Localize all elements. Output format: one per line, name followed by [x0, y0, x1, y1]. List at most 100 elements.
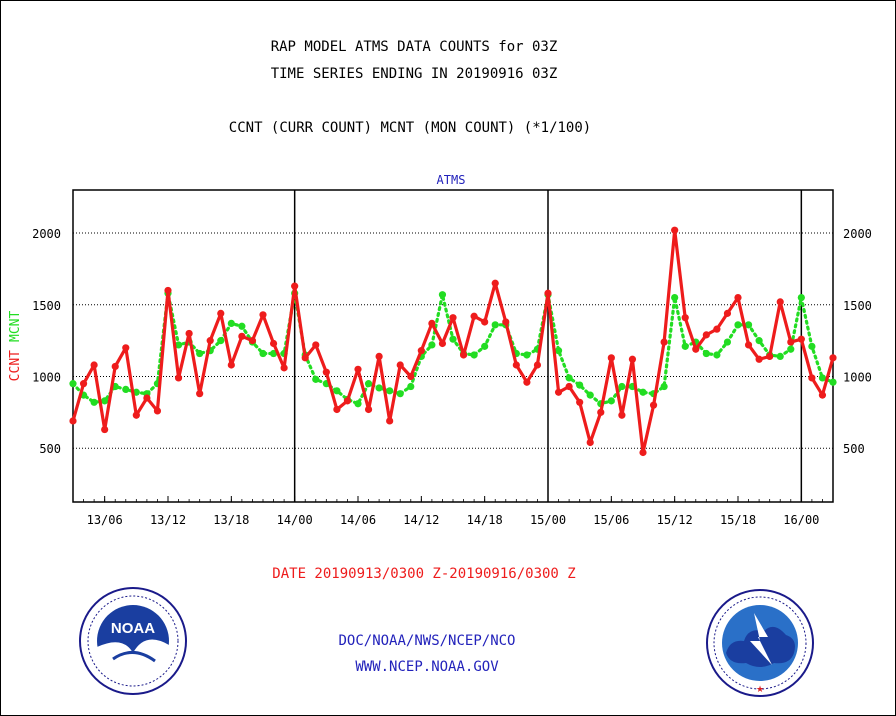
data-point-ccnt	[343, 397, 352, 405]
data-point-ccnt	[776, 298, 784, 306]
data-point-ccnt	[681, 314, 689, 322]
data-point-ccnt	[797, 335, 805, 343]
data-point-ccnt	[79, 380, 88, 388]
x-tick-label: 14/18	[467, 513, 503, 527]
data-point-ccnt	[818, 391, 827, 399]
data-point-ccnt	[196, 390, 204, 398]
data-point-ccnt	[217, 309, 225, 317]
data-point-mcnt	[639, 388, 647, 396]
y-tick-label-left: 1000	[32, 370, 61, 384]
data-point-ccnt	[364, 405, 373, 414]
x-tick-label: 15/00	[530, 513, 566, 527]
data-point-ccnt	[301, 354, 309, 362]
data-point-ccnt	[618, 411, 626, 419]
data-point-mcnt	[354, 400, 362, 408]
axis-ticks: 500 500 1000 1000 1500 1500 2000 2000 13/06 13/12…	[32, 227, 872, 527]
data-point-ccnt	[734, 293, 742, 302]
data-point-mcnt	[565, 374, 573, 382]
data-point-ccnt	[502, 318, 510, 326]
data-point-ccnt	[660, 338, 668, 346]
data-point-ccnt	[481, 318, 489, 326]
footer-line-2: WWW.NCEP.NOAA.GOV	[355, 659, 499, 675]
chart-title-line-1: RAP MODEL ATMS DATA COUNTS for 03Z	[271, 39, 558, 55]
data-point-ccnt	[744, 341, 753, 349]
data-point-ccnt	[259, 311, 267, 319]
data-point-ccnt	[227, 361, 235, 369]
data-point-ccnt	[396, 361, 404, 369]
data-point-mcnt	[818, 374, 827, 382]
data-point-ccnt	[597, 408, 605, 416]
data-point-ccnt	[269, 339, 278, 348]
date-range: DATE 20190913/0300 Z-20190916/0300 Z	[272, 566, 575, 582]
data-point-ccnt	[354, 365, 362, 373]
data-point-mcnt	[428, 341, 436, 349]
data-point-ccnt	[280, 364, 288, 372]
y-tick-label-left: 1500	[32, 299, 61, 313]
x-tick-label: 16/00	[783, 513, 819, 527]
data-point-mcnt	[227, 319, 235, 328]
data-point-ccnt	[386, 417, 394, 425]
data-point-mcnt	[618, 382, 626, 391]
data-point-mcnt	[196, 349, 204, 358]
data-point-mcnt	[217, 337, 225, 345]
y-label-ccnt: CCNT	[8, 350, 23, 381]
data-point-mcnt	[734, 321, 742, 329]
data-point-mcnt	[523, 351, 531, 359]
data-point-mcnt	[755, 337, 763, 345]
data-point-mcnt	[396, 390, 404, 398]
data-point-ccnt	[206, 337, 214, 345]
data-point-mcnt	[375, 384, 383, 392]
x-tick-label: 15/18	[720, 513, 756, 527]
data-point-mcnt	[671, 293, 679, 302]
data-point-mcnt	[829, 378, 837, 386]
x-tick-label: 13/06	[87, 513, 123, 527]
data-point-mcnt	[470, 351, 478, 359]
data-point-ccnt	[470, 312, 478, 320]
chart-title-line-2: TIME SERIES ENDING IN 20190916 03Z	[271, 66, 558, 82]
data-point-mcnt	[491, 321, 499, 329]
y-tick-label-right: 500	[843, 442, 865, 456]
data-point-mcnt	[787, 345, 795, 353]
data-point-mcnt	[808, 342, 816, 350]
series-layer	[69, 226, 837, 457]
data-point-mcnt	[69, 380, 77, 388]
data-point-ccnt	[702, 331, 710, 339]
data-point-mcnt	[797, 293, 805, 302]
svg-text:CCNTMCNT: CCNT MCNT	[8, 311, 23, 382]
data-point-mcnt	[449, 335, 457, 343]
data-point-ccnt	[449, 314, 457, 322]
data-point-mcnt	[723, 338, 732, 346]
data-point-ccnt	[766, 352, 774, 360]
data-point-mcnt	[122, 385, 130, 393]
data-point-mcnt	[174, 341, 183, 349]
data-point-ccnt	[533, 361, 542, 369]
data-point-ccnt	[428, 319, 436, 328]
nws-logo: ★	[706, 589, 814, 697]
data-point-ccnt	[459, 351, 468, 359]
data-point-ccnt	[692, 345, 700, 353]
data-point-ccnt	[586, 438, 594, 447]
data-point-mcnt	[702, 349, 710, 358]
y-axis-label: CCNT MCNT	[8, 311, 23, 382]
data-point-ccnt	[639, 448, 647, 457]
data-point-ccnt	[248, 337, 257, 345]
data-point-ccnt	[122, 344, 130, 352]
data-point-ccnt	[312, 341, 320, 349]
data-point-ccnt	[417, 347, 425, 355]
data-point-ccnt	[576, 398, 584, 406]
data-point-ccnt	[333, 405, 341, 414]
y-tick-label-left: 2000	[32, 227, 61, 241]
data-point-ccnt	[90, 361, 98, 369]
data-point-mcnt	[554, 347, 563, 355]
x-tick-label: 14/06	[340, 513, 376, 527]
data-point-ccnt	[291, 282, 299, 290]
data-point-mcnt	[90, 398, 98, 406]
data-point-ccnt	[101, 425, 109, 434]
data-point-ccnt	[544, 289, 552, 297]
data-point-mcnt	[586, 391, 594, 399]
data-point-ccnt	[565, 382, 573, 391]
data-point-mcnt	[681, 342, 689, 350]
data-point-ccnt	[174, 374, 183, 382]
chart-subtitle: CCNT (CURR COUNT) MCNT (MON COUNT) (*1/1…	[229, 120, 591, 136]
data-point-mcnt	[101, 397, 109, 405]
